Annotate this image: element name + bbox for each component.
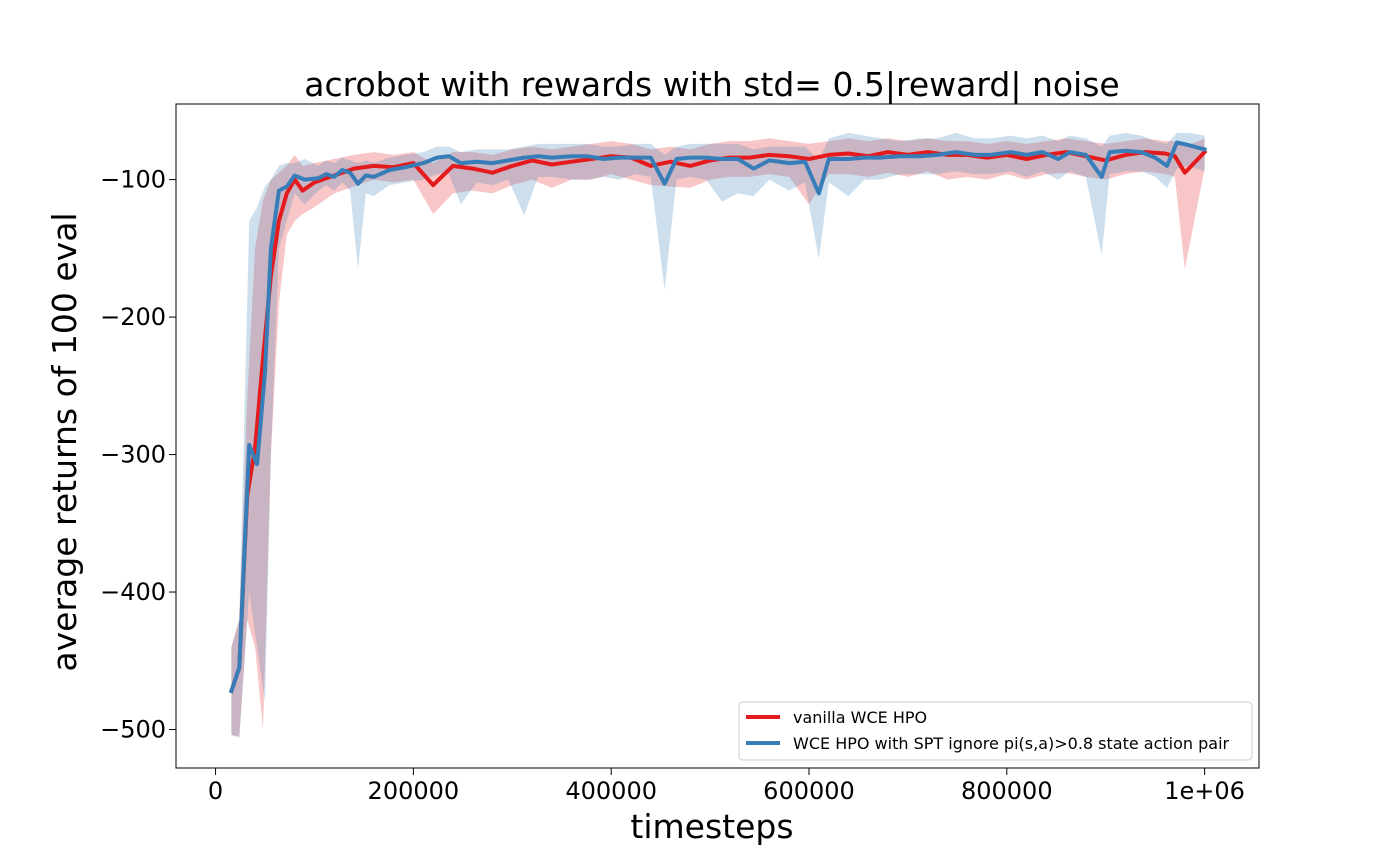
y-tick-label: −500 [100, 716, 166, 744]
plot-frame [175, 103, 1260, 769]
legend-box [738, 701, 1253, 761]
series-1-band [231, 138, 1205, 737]
series-2-line [228, 140, 1208, 694]
y-axis: −100 −200 −300 −400 −500 [100, 166, 176, 744]
series-1-line [228, 149, 1208, 694]
x-tick-label: 200000 [368, 777, 460, 805]
y-tick-label: −300 [100, 441, 166, 469]
series-lines [228, 140, 1208, 694]
legend-label-1: vanilla WCE HPO [793, 708, 927, 727]
x-axis-label: timesteps [630, 807, 793, 846]
x-tick-label: 800000 [961, 777, 1053, 805]
y-axis-label: average returns of 100 eval [45, 212, 84, 671]
y-tick-label: −400 [100, 578, 166, 606]
y-tick-label: −100 [100, 166, 166, 194]
legend-label-2: WCE HPO with SPT ignore pi(s,a)>0.8 stat… [793, 734, 1230, 753]
series-2-band [231, 132, 1205, 738]
x-tick-label: 0 [208, 777, 223, 805]
chart-title: acrobot with rewards with std= 0.5|rewar… [304, 65, 1119, 104]
legend: vanilla WCE HPO WCE HPO with SPT ignore p… [738, 701, 1253, 761]
x-tick-label: 1e+06 [1164, 777, 1245, 805]
y-tick-label: −200 [100, 303, 166, 331]
x-tick-label: 600000 [763, 777, 855, 805]
x-axis: 0 200000 400000 600000 800000 1e+06 [208, 768, 1245, 805]
x-tick-label: 400000 [565, 777, 657, 805]
confidence-bands [231, 132, 1205, 738]
